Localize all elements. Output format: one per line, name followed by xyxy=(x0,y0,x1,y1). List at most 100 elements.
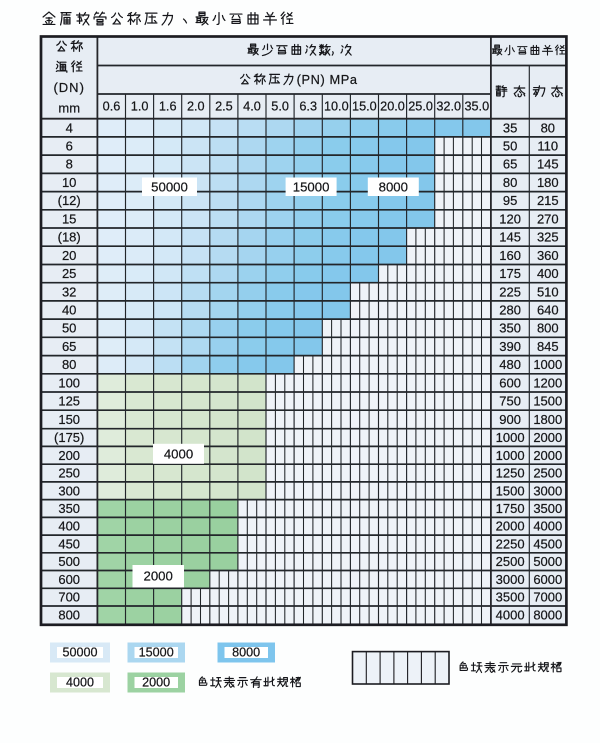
svg-text:300: 300 xyxy=(58,483,80,498)
svg-text:(175): (175) xyxy=(54,430,84,445)
svg-text:80: 80 xyxy=(541,120,555,135)
svg-text:15.0: 15.0 xyxy=(352,100,377,114)
svg-text:2500: 2500 xyxy=(533,466,562,481)
svg-text:750: 750 xyxy=(499,394,521,409)
svg-text:390: 390 xyxy=(499,339,521,354)
svg-text:35.0: 35.0 xyxy=(464,100,489,114)
svg-text:1000: 1000 xyxy=(496,430,525,445)
svg-text:600: 600 xyxy=(499,375,521,390)
svg-text:225: 225 xyxy=(499,284,521,299)
svg-text:0.6: 0.6 xyxy=(103,100,121,114)
svg-text:15: 15 xyxy=(62,211,76,226)
svg-text:450: 450 xyxy=(58,536,80,551)
svg-text:1.6: 1.6 xyxy=(159,100,177,114)
svg-text:50: 50 xyxy=(62,321,76,336)
svg-text:10.0: 10.0 xyxy=(324,100,349,114)
svg-text:2000: 2000 xyxy=(142,676,170,690)
svg-text:510: 510 xyxy=(537,284,559,299)
svg-text:800: 800 xyxy=(537,321,559,336)
svg-text:4000: 4000 xyxy=(496,607,525,622)
svg-text:215: 215 xyxy=(537,193,559,208)
svg-text:6000: 6000 xyxy=(533,572,562,587)
svg-text:350: 350 xyxy=(499,321,521,336)
svg-text:10: 10 xyxy=(62,175,76,190)
svg-text:3500: 3500 xyxy=(533,501,562,516)
svg-text:2000: 2000 xyxy=(496,519,525,534)
svg-text:1000: 1000 xyxy=(496,448,525,463)
svg-text:8: 8 xyxy=(66,157,73,172)
svg-text:150: 150 xyxy=(58,412,80,427)
svg-text:700: 700 xyxy=(58,590,80,605)
svg-text:1.0: 1.0 xyxy=(131,100,149,114)
svg-text:8000: 8000 xyxy=(379,179,408,194)
svg-text:15000: 15000 xyxy=(293,179,330,194)
svg-text:(PN) MPa: (PN) MPa xyxy=(297,72,358,87)
svg-text:250: 250 xyxy=(58,466,80,481)
svg-text:50000: 50000 xyxy=(151,179,188,194)
svg-text:145: 145 xyxy=(537,157,559,172)
svg-text:120: 120 xyxy=(499,211,521,226)
svg-text:(DN): (DN) xyxy=(53,80,84,95)
svg-text:1200: 1200 xyxy=(533,375,562,390)
svg-text:7000: 7000 xyxy=(533,590,562,605)
svg-text:640: 640 xyxy=(537,303,559,318)
svg-text:32.0: 32.0 xyxy=(436,100,461,114)
svg-text:3000: 3000 xyxy=(496,572,525,587)
svg-text:3000: 3000 xyxy=(533,483,562,498)
svg-text:80: 80 xyxy=(503,175,517,190)
svg-text:2000: 2000 xyxy=(533,430,562,445)
svg-text:8000: 8000 xyxy=(232,646,260,660)
svg-text:15000: 15000 xyxy=(139,646,174,660)
svg-text:6.3: 6.3 xyxy=(299,100,317,114)
svg-text:2000: 2000 xyxy=(533,448,562,463)
svg-text:360: 360 xyxy=(537,248,559,263)
svg-text:5.0: 5.0 xyxy=(271,100,289,114)
svg-text:125: 125 xyxy=(58,394,80,409)
svg-text:600: 600 xyxy=(58,572,80,587)
svg-text:6: 6 xyxy=(66,139,73,154)
svg-text:80: 80 xyxy=(62,357,76,372)
svg-text:(18): (18) xyxy=(58,230,81,245)
svg-text:400: 400 xyxy=(58,519,80,534)
svg-text:4000: 4000 xyxy=(533,519,562,534)
svg-text:5000: 5000 xyxy=(533,554,562,569)
svg-text:25: 25 xyxy=(62,266,76,281)
svg-text:4000: 4000 xyxy=(164,446,193,461)
svg-text:500: 500 xyxy=(58,554,80,569)
svg-text:2250: 2250 xyxy=(496,536,525,551)
svg-text:32: 32 xyxy=(62,284,76,299)
svg-text:1500: 1500 xyxy=(496,483,525,498)
svg-text:65: 65 xyxy=(62,339,76,354)
svg-text:145: 145 xyxy=(499,230,521,245)
svg-text:845: 845 xyxy=(537,339,559,354)
svg-text:95: 95 xyxy=(503,193,517,208)
svg-text:175: 175 xyxy=(499,266,521,281)
svg-text:3500: 3500 xyxy=(496,590,525,605)
svg-text:25.0: 25.0 xyxy=(408,100,433,114)
svg-text:2500: 2500 xyxy=(496,554,525,569)
svg-text:50: 50 xyxy=(503,139,517,154)
svg-text:50000: 50000 xyxy=(62,646,97,660)
svg-text:4: 4 xyxy=(66,120,73,135)
svg-text:900: 900 xyxy=(499,412,521,427)
svg-text:800: 800 xyxy=(58,607,80,622)
svg-text:1250: 1250 xyxy=(496,466,525,481)
svg-text:110: 110 xyxy=(537,139,558,154)
svg-text:1500: 1500 xyxy=(533,394,562,409)
svg-text:4000: 4000 xyxy=(66,676,94,690)
svg-text:350: 350 xyxy=(58,501,80,516)
svg-text:270: 270 xyxy=(537,211,559,226)
svg-text:1000: 1000 xyxy=(533,357,562,372)
svg-text:2.0: 2.0 xyxy=(187,100,205,114)
svg-text:20.0: 20.0 xyxy=(380,100,405,114)
svg-text:160: 160 xyxy=(499,248,521,263)
svg-text:100: 100 xyxy=(58,375,80,390)
svg-text:mm: mm xyxy=(58,101,80,116)
svg-text:1800: 1800 xyxy=(533,412,562,427)
svg-text:4.0: 4.0 xyxy=(243,100,261,114)
svg-text:20: 20 xyxy=(62,248,76,263)
svg-text:400: 400 xyxy=(537,266,559,281)
svg-text:8000: 8000 xyxy=(533,607,562,622)
svg-text:280: 280 xyxy=(499,303,521,318)
svg-text:2000: 2000 xyxy=(144,569,173,584)
